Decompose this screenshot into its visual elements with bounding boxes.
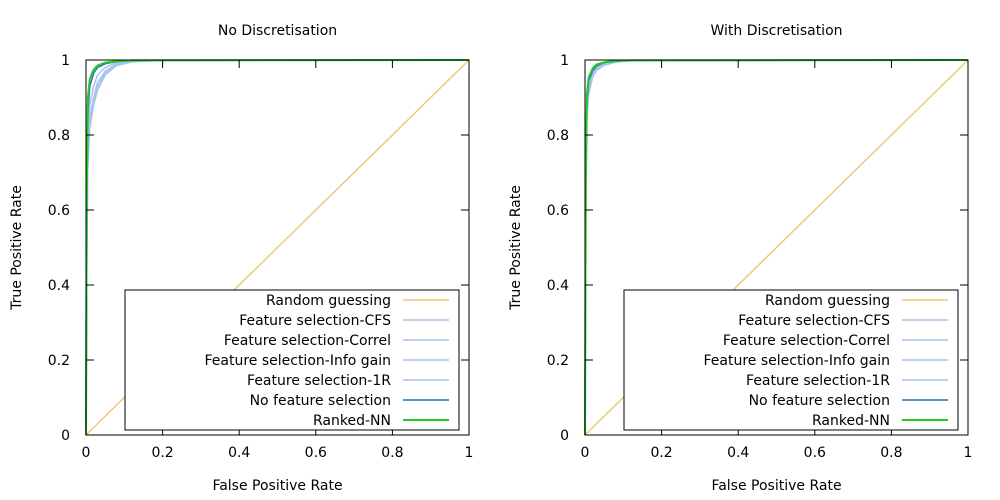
x-axis-label: False Positive Rate bbox=[711, 478, 841, 494]
series-group bbox=[85, 59, 470, 436]
x-tick-label: 0.4 bbox=[228, 445, 250, 461]
x-tick-label: 0 bbox=[581, 445, 590, 461]
chart-panel-1: No Discretisation False Positive Rate True… bbox=[9, 23, 473, 494]
y-tick-label: 0.8 bbox=[48, 128, 70, 144]
y-tick-label: 0.8 bbox=[547, 128, 569, 144]
y-tick-label: 0.6 bbox=[547, 203, 569, 219]
x-tick-label: 0.2 bbox=[650, 445, 672, 461]
legend: Random guessing Feature selection-CFS Feat… bbox=[124, 289, 460, 431]
legend-label: Feature selection-Correl bbox=[224, 333, 391, 349]
plot-frame bbox=[584, 59, 969, 436]
legend: Random guessing Feature selection-CFS Feat… bbox=[623, 289, 959, 431]
y-axis-label: True Positive Rate bbox=[508, 185, 524, 311]
y-tick-label: 0.4 bbox=[547, 278, 569, 294]
y-tick-label: 0.6 bbox=[48, 203, 70, 219]
series-line-7 bbox=[85, 59, 470, 436]
legend-label: Feature selection-Info gain bbox=[204, 353, 391, 369]
legend-label: Feature selection-1R bbox=[746, 373, 890, 389]
plot-frame bbox=[85, 59, 470, 436]
chart-panel-2: With Discretisation False Positive Rate Tr… bbox=[508, 23, 972, 494]
chart-title: With Discretisation bbox=[710, 23, 842, 39]
legend-label: No feature selection bbox=[749, 393, 890, 409]
x-tick-label: 0.2 bbox=[151, 445, 173, 461]
x-tick-label: 0.4 bbox=[727, 445, 749, 461]
legend-label: Random guessing bbox=[765, 293, 890, 309]
y-tick-label: 1 bbox=[560, 53, 569, 69]
x-tick-label: 1 bbox=[964, 445, 973, 461]
legend-label: Ranked-NN bbox=[812, 413, 890, 429]
x-tick-label: 0 bbox=[82, 445, 91, 461]
y-tick-label: 0 bbox=[560, 428, 569, 444]
y-tick-label: 0 bbox=[61, 428, 70, 444]
y-tick-label: 0.2 bbox=[547, 353, 569, 369]
legend-label: Feature selection-1R bbox=[247, 373, 391, 389]
x-tick-label: 0.8 bbox=[381, 445, 403, 461]
legend-label: Feature selection-CFS bbox=[738, 313, 890, 329]
x-tick-label: 1 bbox=[465, 445, 474, 461]
series-line-7 bbox=[584, 59, 969, 436]
chart-title: No Discretisation bbox=[218, 23, 337, 39]
x-axis-label: False Positive Rate bbox=[212, 478, 342, 494]
y-tick-label: 1 bbox=[61, 53, 70, 69]
legend-label: Random guessing bbox=[266, 293, 391, 309]
legend-label: Feature selection-Correl bbox=[723, 333, 890, 349]
x-tick-label: 0.6 bbox=[305, 445, 327, 461]
x-tick-label: 0.6 bbox=[804, 445, 826, 461]
legend-label: Feature selection-Info gain bbox=[703, 353, 890, 369]
y-axis-label: True Positive Rate bbox=[9, 185, 25, 311]
y-tick-label: 0.2 bbox=[48, 353, 70, 369]
legend-label: Feature selection-CFS bbox=[239, 313, 391, 329]
series-group bbox=[584, 59, 969, 436]
legend-label: Ranked-NN bbox=[313, 413, 391, 429]
y-tick-label: 0.4 bbox=[48, 278, 70, 294]
legend-label: No feature selection bbox=[250, 393, 391, 409]
x-tick-label: 0.8 bbox=[880, 445, 902, 461]
